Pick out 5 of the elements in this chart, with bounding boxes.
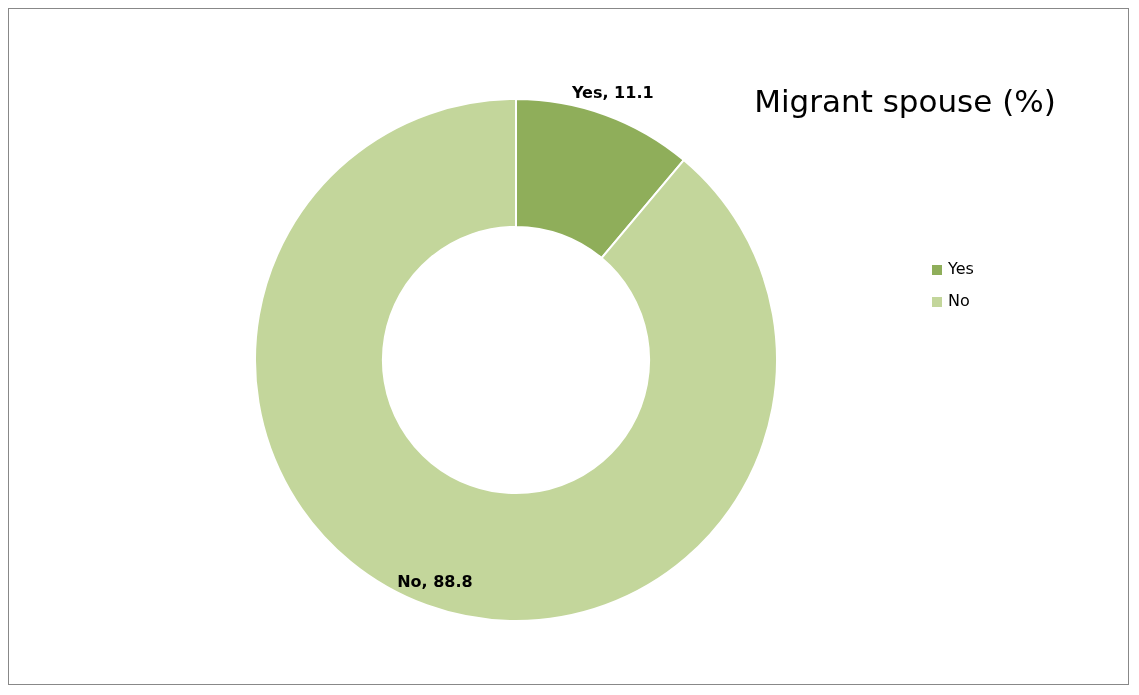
legend-label: Yes — [947, 259, 974, 279]
data-label: No, 88.8 — [397, 571, 473, 591]
data-label: Yes, 11.1 — [570, 83, 654, 103]
chart-title: Migrant spouse (%) — [754, 83, 1056, 120]
legend-label: No — [948, 291, 970, 311]
